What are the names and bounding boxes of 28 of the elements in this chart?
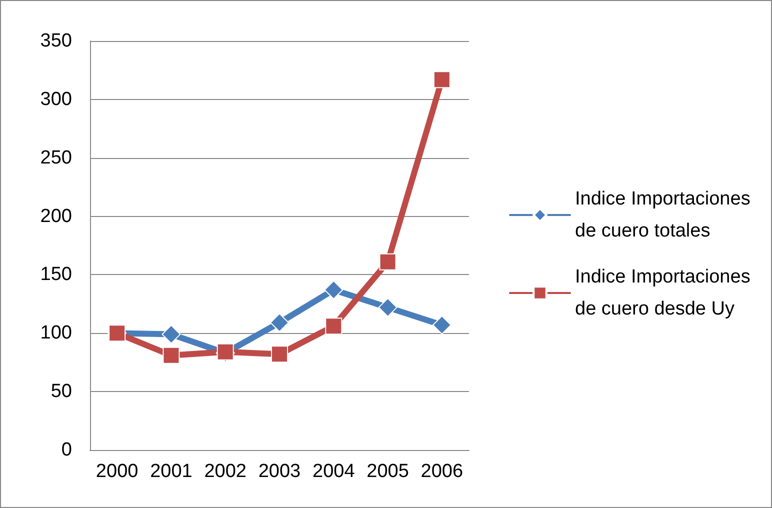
point [271, 346, 288, 363]
y-tick-label: 100 [40, 322, 72, 344]
x-tick-label: 2002 [204, 461, 246, 482]
x-tick-label: 2001 [150, 461, 192, 482]
point [432, 315, 452, 334]
y-tick-label: 250 [40, 147, 72, 168]
point [324, 280, 344, 300]
y-tick-label: 150 [40, 264, 72, 286]
point [379, 253, 396, 270]
point [325, 318, 342, 335]
x-tick-label: 2006 [420, 461, 464, 482]
y-tick-label: 300 [40, 88, 72, 110]
point [433, 71, 450, 88]
point [162, 346, 180, 364]
point [216, 343, 234, 360]
y-tick-label: 200 [40, 206, 72, 227]
x-tick-label: 2004 [312, 461, 356, 482]
legend-label: Indice Importaciones de cuero desde Uy [575, 266, 756, 320]
point [162, 324, 181, 344]
y-tick-label: 50 [50, 381, 72, 402]
point [378, 298, 398, 317]
x-tick-label: 2005 [366, 461, 409, 482]
y-tick-label: 0 [61, 440, 72, 460]
x-tick-label: 2003 [258, 461, 301, 482]
x-tick-label: 2000 [96, 461, 138, 482]
point [270, 313, 289, 332]
y-tick-label: 350 [40, 30, 72, 52]
legend-label: Indice Importaciones de cuero totales [575, 188, 756, 242]
